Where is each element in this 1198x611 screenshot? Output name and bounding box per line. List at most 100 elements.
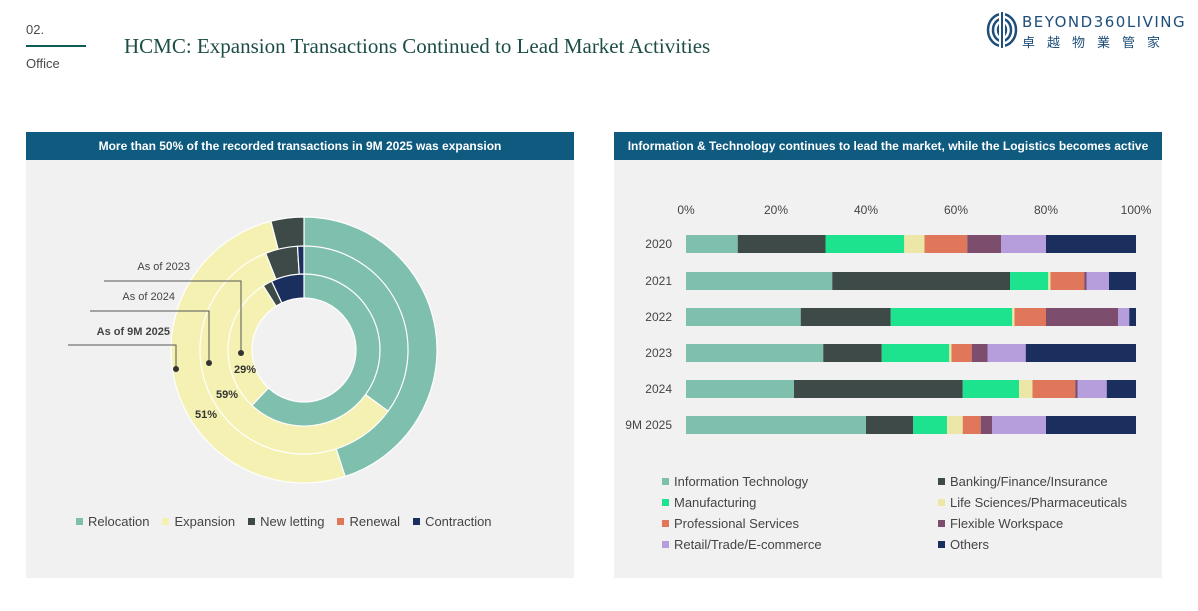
company-logo: BEYOND360LIVING 卓越物業管家: [986, 12, 1186, 52]
legend-item-contraction: Contraction: [413, 514, 492, 529]
legend-label: New letting: [260, 514, 325, 529]
ring-label-as-of-2024: As of 2024: [122, 291, 175, 303]
bar-segment-retail-trade-e-commerce: [1077, 380, 1107, 398]
bar-segment-flexible-workspace: [971, 344, 988, 362]
legend-label: Contraction: [425, 514, 492, 529]
right-panel-background: [614, 160, 1162, 578]
legend-label: Expansion: [174, 514, 236, 529]
donut-data-label: 51%: [195, 409, 217, 421]
bar-segment-manufacturing: [890, 308, 1013, 326]
legend-label: Information Technology: [674, 474, 809, 489]
legend-label: Banking/Finance/Insurance: [950, 474, 1108, 489]
legend-swatch: [938, 541, 945, 548]
bar-segment-professional-services: [962, 416, 981, 434]
bar-segment-others: [1129, 308, 1136, 326]
bar-segment-life-sciences-pharmaceuticals: [1048, 272, 1051, 290]
legend-label: Life Sciences/Pharmaceuticals: [950, 495, 1128, 510]
bar-segment-life-sciences-pharmaceuticals: [1019, 380, 1033, 398]
legend-swatch: [662, 499, 669, 506]
legend-label: Renewal: [349, 514, 401, 529]
bar-segment-banking-finance-insurance: [866, 416, 914, 434]
x-tick-label: 20%: [764, 203, 788, 217]
bar-chart-banner: Information & Technology continues to le…: [614, 132, 1162, 160]
legend-label: Manufacturing: [674, 495, 757, 510]
bar-segment-banking-finance-insurance: [823, 344, 882, 362]
donut-data-label: 59%: [216, 389, 238, 401]
legend-swatch: [662, 520, 669, 527]
legend-label: Professional Services: [674, 516, 799, 531]
legend-swatch: [938, 478, 945, 485]
bar-segment-professional-services: [924, 235, 968, 253]
legend-swatch: [413, 518, 421, 525]
bar-segment-manufacturing: [913, 416, 947, 434]
legend-swatch: [76, 518, 83, 525]
bar-segment-information-technology: [686, 272, 833, 290]
ring-label-as-of-2023: As of 2023: [137, 261, 190, 273]
legend-label: Retail/Trade/E-commerce: [674, 537, 822, 552]
bar-segment-professional-services: [1032, 380, 1076, 398]
bar-segment-life-sciences-pharmaceuticals: [1012, 308, 1015, 326]
bar-segment-manufacturing: [1010, 272, 1049, 290]
bar-segment-manufacturing: [825, 235, 905, 253]
ring-callout-line: [68, 344, 177, 369]
bar-segment-life-sciences-pharmaceuticals: [947, 416, 963, 434]
stacked-bar-chart: 0% 20% 40% 60% 80% 100% 2020 2021 2022 2023 2024 9M…: [625, 203, 1152, 434]
bar-segment-professional-services: [1050, 272, 1085, 290]
legend-item-manufacturing: Manufacturing: [662, 495, 938, 510]
legend-item-relocation: Relocation: [76, 514, 149, 529]
legend-item-retail-trade-e-commerce: Retail/Trade/E-commerce: [662, 537, 938, 552]
bar-segment-manufacturing: [881, 344, 950, 362]
bar-segment-manufacturing: [962, 380, 1019, 398]
donut-slice-as-of-9m-2025-relocation: [251, 273, 381, 427]
legend-item-professional-services: Professional Services: [662, 516, 938, 531]
bar-segment-retail-trade-e-commerce: [992, 416, 1046, 434]
logo-mark-icon: [986, 12, 1018, 48]
ring-callout-line: [90, 310, 210, 363]
donut-chart-banner: More than 50% of the recorded transactio…: [26, 132, 574, 160]
ring-callout-line: [104, 280, 242, 353]
bar-segment-flexible-workspace: [1075, 380, 1078, 398]
y-tick-label: 2023: [645, 346, 672, 360]
bar-segment-life-sciences-pharmaceuticals: [949, 344, 952, 362]
legend-swatch: [938, 520, 945, 527]
y-tick-label: 9M 2025: [625, 418, 672, 432]
ring-callout-dot: [238, 350, 244, 356]
legend-swatch: [662, 541, 669, 548]
bar-segment-flexible-workspace: [980, 416, 992, 434]
logo-text-cn: 卓越物業管家: [1022, 36, 1173, 51]
legend-swatch: [248, 518, 256, 525]
legend-item-information-technology: Information Technology: [662, 474, 938, 489]
legend-swatch: [662, 478, 669, 485]
bar-segment-information-technology: [686, 235, 738, 253]
donut-chart: 51% 59% 29% As of 2023 As of 2024 As of 9M 20…: [68, 216, 438, 484]
bar-segment-flexible-workspace: [1084, 272, 1087, 290]
page-title: HCMC: Expansion Transactions Continued t…: [124, 34, 711, 58]
legend-swatch: [337, 518, 345, 525]
donut-legend: Relocation Expansion New letting Renewal Con…: [76, 514, 505, 529]
y-tick-label: 2021: [645, 274, 672, 288]
legend-item-flexible-workspace: Flexible Workspace: [938, 516, 1162, 531]
logo-text-en: BEYOND360LIVING: [1022, 13, 1187, 31]
legend-item-banking-finance-insurance: Banking/Finance/Insurance: [938, 474, 1162, 489]
bar-segment-banking-finance-insurance: [794, 380, 963, 398]
section-label: Office: [26, 56, 60, 71]
legend-item-renewal: Renewal: [337, 514, 400, 529]
bar-legend: Information Technology Banking/Finance/In…: [662, 474, 1162, 552]
bar-segment-flexible-workspace: [1046, 308, 1118, 326]
legend-swatch: [162, 518, 170, 525]
legend-item-life-sciences-pharmaceuticals: Life Sciences/Pharmaceuticals: [938, 495, 1162, 510]
bar-segment-others: [1109, 272, 1136, 290]
ring-label-as-of-9m-2025: As of 9M 2025: [97, 326, 170, 338]
bar-segment-others: [1025, 344, 1136, 362]
donut-slice-as-of-9m-2025-contraction: [270, 273, 305, 304]
ring-callout-dot: [173, 366, 179, 372]
bar-segment-professional-services: [1014, 308, 1046, 326]
page-number: 02.: [26, 22, 45, 37]
legend-label: Flexible Workspace: [950, 516, 1064, 531]
bar-segment-banking-finance-insurance: [832, 272, 1010, 290]
y-tick-label: 2024: [645, 382, 672, 396]
x-tick-label: 80%: [1034, 203, 1058, 217]
y-tick-label: 2020: [645, 237, 672, 251]
x-tick-label: 0%: [677, 203, 695, 217]
legend-item-new-letting: New letting: [248, 514, 324, 529]
